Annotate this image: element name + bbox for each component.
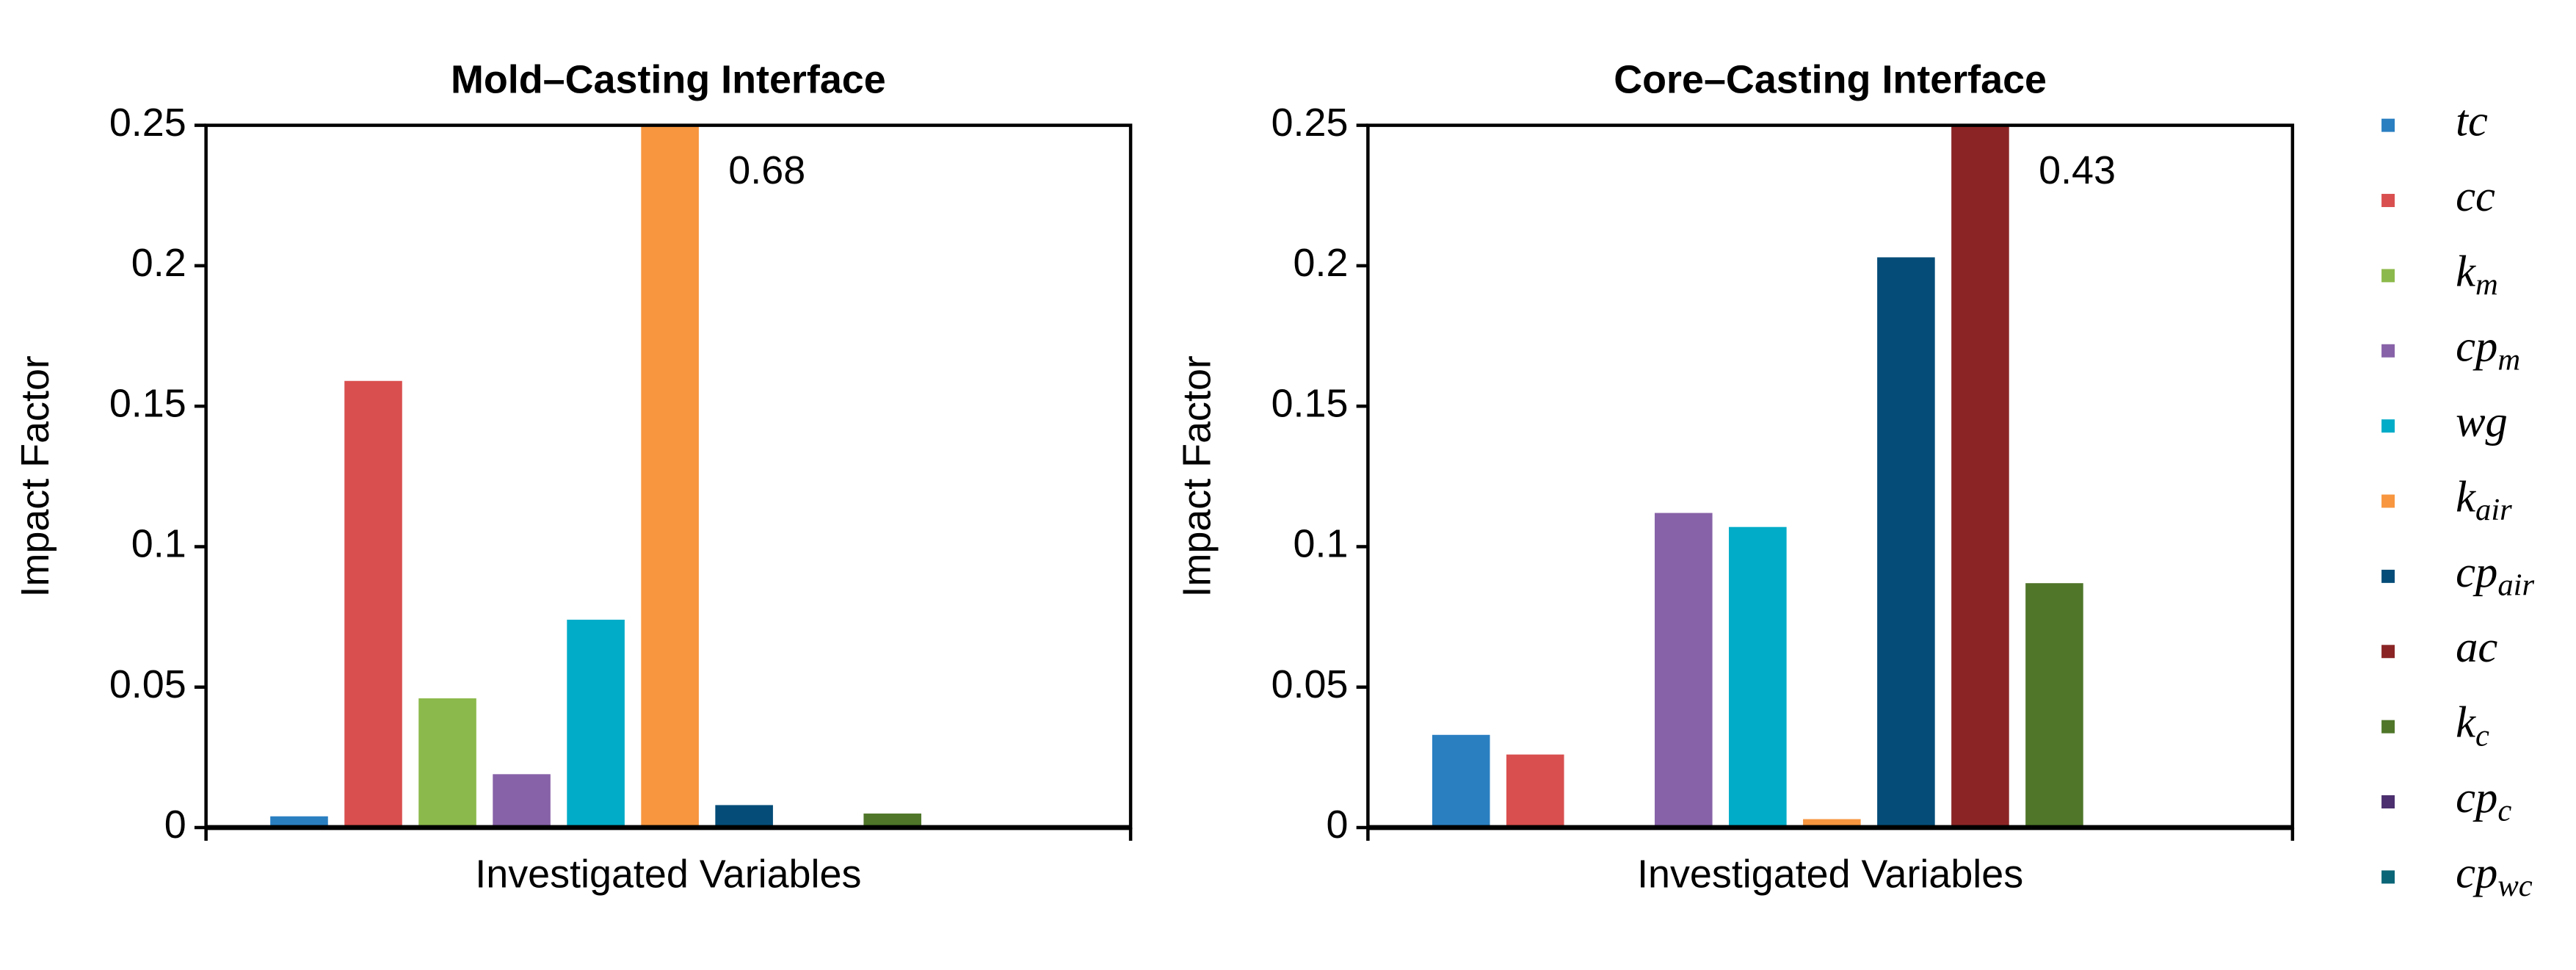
- legend-label: kc: [2456, 698, 2489, 753]
- y-tick-label: 0.15: [109, 381, 186, 425]
- legend-swatch: [2381, 795, 2395, 808]
- legend-label: tc: [2456, 97, 2488, 146]
- legend-swatch: [2381, 569, 2395, 583]
- legend-swatch: [2381, 344, 2395, 358]
- bar: [1803, 819, 1861, 828]
- legend-swatch: [2381, 870, 2395, 884]
- legend-swatch: [2381, 494, 2395, 508]
- y-tick-label: 0: [1326, 803, 1348, 847]
- legend-symbol: cc: [2456, 172, 2495, 221]
- x-axis-label: Investigated Variables: [475, 853, 861, 897]
- chart-title: Mold–Casting Interface: [451, 57, 886, 101]
- legend-label: kair: [2456, 472, 2512, 527]
- legend-swatch: [2381, 720, 2395, 734]
- y-axis-label: Impact Factor: [13, 355, 57, 597]
- y-tick-label: 0.2: [1294, 241, 1349, 285]
- legend-subscript: wc: [2497, 869, 2532, 903]
- bar: [270, 816, 328, 828]
- legend-symbol: cp: [2456, 848, 2497, 897]
- legend-subscript: c: [2475, 718, 2489, 753]
- legend-symbol: cp: [2456, 773, 2497, 822]
- bar: [567, 619, 625, 828]
- legend-label: cpm: [2456, 322, 2520, 377]
- legend-label: ac: [2456, 623, 2497, 672]
- legend-subscript: m: [2497, 342, 2520, 377]
- legend-subscript: m: [2475, 267, 2498, 302]
- bar: [1432, 734, 1490, 828]
- bar: [641, 125, 699, 828]
- legend-swatch: [2381, 419, 2395, 433]
- bar: [1951, 125, 2009, 828]
- y-axis-label: Impact Factor: [1175, 355, 1219, 597]
- bar: [1655, 513, 1713, 828]
- bar: [344, 380, 402, 828]
- legend-symbol: tc: [2456, 97, 2488, 146]
- y-tick-label: 0.05: [109, 662, 186, 706]
- legend-swatch: [2381, 269, 2395, 283]
- y-tick-label: 0.25: [109, 101, 186, 145]
- y-tick-label: 0: [164, 803, 186, 847]
- bar: [863, 813, 921, 828]
- legend-symbol: wg: [2456, 397, 2508, 446]
- y-tick-label: 0.2: [131, 241, 186, 285]
- legend-symbol: k: [2456, 247, 2476, 296]
- bar: [493, 774, 551, 828]
- bar: [1729, 526, 1787, 828]
- bar: [2025, 583, 2083, 828]
- y-tick-label: 0.1: [131, 522, 186, 566]
- legend-swatch: [2381, 194, 2395, 207]
- value-label: 0.43: [2039, 148, 2116, 192]
- y-tick-label: 0.15: [1271, 381, 1349, 425]
- bar: [715, 805, 773, 828]
- chart-title: Core–Casting Interface: [1614, 57, 2047, 101]
- legend-subscript: c: [2497, 793, 2511, 828]
- legend-swatch: [2381, 645, 2395, 659]
- legend-label: km: [2456, 247, 2498, 302]
- bar: [418, 698, 476, 828]
- legend-label: cpc: [2456, 773, 2511, 828]
- legend-label: wg: [2456, 397, 2508, 446]
- legend-subscript: air: [2497, 568, 2534, 602]
- bar: [1877, 257, 1935, 828]
- legend-symbol: cp: [2456, 322, 2497, 372]
- legend-label: cc: [2456, 172, 2495, 221]
- y-tick-label: 0.1: [1294, 522, 1349, 566]
- legend-symbol: cp: [2456, 548, 2497, 597]
- y-tick-label: 0.05: [1271, 662, 1349, 706]
- bar: [1506, 754, 1564, 828]
- legend-symbol: ac: [2456, 623, 2497, 672]
- legend-label: cpair: [2456, 548, 2534, 603]
- x-axis-label: Investigated Variables: [1637, 853, 2023, 897]
- plot-frame: [1366, 123, 2295, 830]
- y-tick-label: 0.25: [1271, 101, 1349, 145]
- legend-subscript: air: [2475, 493, 2512, 527]
- legend-symbol: k: [2456, 698, 2476, 748]
- legend-swatch: [2381, 118, 2395, 132]
- legend-symbol: k: [2456, 472, 2476, 521]
- value-label: 0.68: [728, 148, 805, 192]
- legend-label: cpwc: [2456, 848, 2533, 903]
